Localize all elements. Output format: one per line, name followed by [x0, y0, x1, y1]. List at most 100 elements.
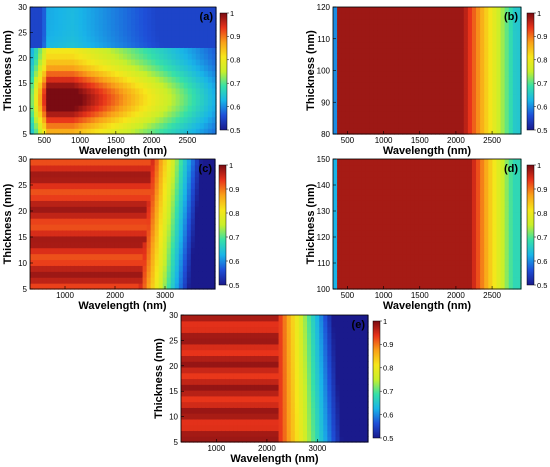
heatmap-cell: [38, 7, 43, 14]
heatmap-cell: [422, 7, 428, 14]
heatmap-cell: [171, 58, 177, 66]
heatmap-cell: [512, 116, 518, 124]
heatmap-cell: [205, 413, 211, 420]
heatmap-cell: [237, 361, 243, 368]
heatmap-cell: [90, 200, 95, 207]
heatmap-cell: [402, 218, 408, 225]
heatmap-cell: [82, 265, 87, 272]
heatmap-cell: [345, 200, 350, 207]
heatmap-cell: [58, 224, 63, 231]
heatmap-cell: [174, 182, 180, 190]
heatmap-cell: [298, 395, 304, 403]
heatmap-cell: [186, 277, 192, 284]
heatmap-cell: [463, 182, 469, 190]
heatmap-cell: [394, 277, 399, 284]
heatmap-cell: [209, 418, 215, 426]
heatmap-cell: [516, 30, 522, 37]
heatmap-cell: [50, 170, 55, 178]
heatmap-cell: [225, 315, 231, 322]
heatmap-cell: [410, 53, 416, 60]
heatmap-cell: [333, 128, 338, 135]
heatmap-cell: [197, 384, 202, 391]
heatmap-cell: [443, 18, 449, 25]
heatmap-cell: [217, 378, 223, 385]
heatmap-cell: [147, 99, 152, 106]
heatmap-cell: [185, 338, 190, 345]
heatmap-cell: [394, 64, 399, 72]
heatmap-cell: [443, 12, 449, 20]
heatmap-cell: [46, 241, 51, 249]
heatmap-cell: [118, 271, 124, 278]
heatmap-cell: [163, 105, 169, 112]
heatmap-cell: [386, 229, 391, 237]
heatmap-cell: [170, 159, 176, 166]
heatmap-cell: [278, 413, 284, 420]
heatmap-cell: [406, 116, 412, 124]
heatmap-cell: [30, 253, 35, 261]
heatmap-cell: [467, 283, 473, 290]
heatmap-cell: [459, 271, 465, 278]
heatmap-cell: [106, 283, 112, 290]
heatmap-cell: [50, 176, 55, 184]
heatmap-cell: [270, 349, 276, 357]
heatmap-cell: [118, 99, 124, 106]
heatmap-cell: [431, 82, 436, 89]
heatmap-cell: [443, 93, 449, 100]
heatmap-cell: [202, 218, 208, 225]
heatmap-cell: [82, 259, 87, 266]
heatmap-cell: [62, 218, 67, 225]
heatmap-cell: [333, 30, 338, 37]
heatmap-cell: [143, 70, 148, 77]
heatmap-cell: [130, 176, 136, 184]
heatmap-cell: [213, 372, 219, 380]
heatmap-cell: [167, 122, 173, 129]
heatmap-cell: [233, 413, 239, 420]
heatmap-cell: [286, 430, 292, 437]
heatmap-cell: [361, 170, 367, 178]
heatmap-cell: [94, 12, 100, 20]
heatmap-cell: [110, 35, 116, 43]
heatmap-cell: [66, 12, 72, 20]
heatmap-cell: [193, 343, 198, 351]
heatmap-cell: [78, 247, 83, 255]
heatmap-cell: [134, 283, 140, 290]
heatmap-cell: [198, 271, 204, 278]
heatmap-cell: [38, 53, 43, 60]
heatmap-cell: [476, 271, 481, 278]
heatmap-cell: [217, 424, 223, 432]
heatmap-cell: [102, 164, 108, 172]
heatmap-cell: [150, 271, 156, 278]
heatmap-cell: [195, 110, 201, 118]
heatmap-cell: [508, 30, 514, 37]
heatmap-cell: [500, 93, 506, 100]
heatmap-cell: [114, 188, 120, 196]
heatmap-cell: [431, 218, 436, 225]
heatmap-cell: [54, 241, 59, 249]
heatmap-cell: [66, 277, 71, 284]
heatmap-cell: [82, 194, 87, 201]
heatmap-cell: [406, 247, 412, 255]
heatmap-cell: [286, 349, 292, 357]
heatmap-cell: [459, 24, 465, 31]
heatmap-cell: [349, 41, 355, 49]
heatmap-cell: [492, 41, 498, 49]
heatmap-cell: [390, 64, 395, 72]
heatmap-panel-b: 500 1000 1500 2000 25008090100110120Waveleng…: [305, 3, 547, 157]
heatmap-cell: [58, 53, 63, 60]
heatmap-cell: [476, 277, 481, 284]
heatmap-cell: [166, 247, 172, 255]
heatmap-cell: [435, 247, 440, 255]
heatmap-cell: [241, 384, 247, 391]
heatmap-cell: [345, 170, 350, 178]
heatmap-cell: [512, 265, 518, 272]
heatmap-cell: [361, 12, 367, 20]
heatmap-cell: [229, 366, 235, 374]
heatmap-cell: [254, 384, 259, 391]
heatmap-cell: [179, 76, 185, 83]
heatmap-cell: [302, 413, 308, 420]
heatmap-cell: [254, 418, 259, 426]
heatmap-cell: [118, 259, 124, 266]
heatmap-cell: [382, 122, 387, 129]
heatmap-cell: [410, 87, 416, 95]
heatmap-cell: [34, 170, 39, 178]
